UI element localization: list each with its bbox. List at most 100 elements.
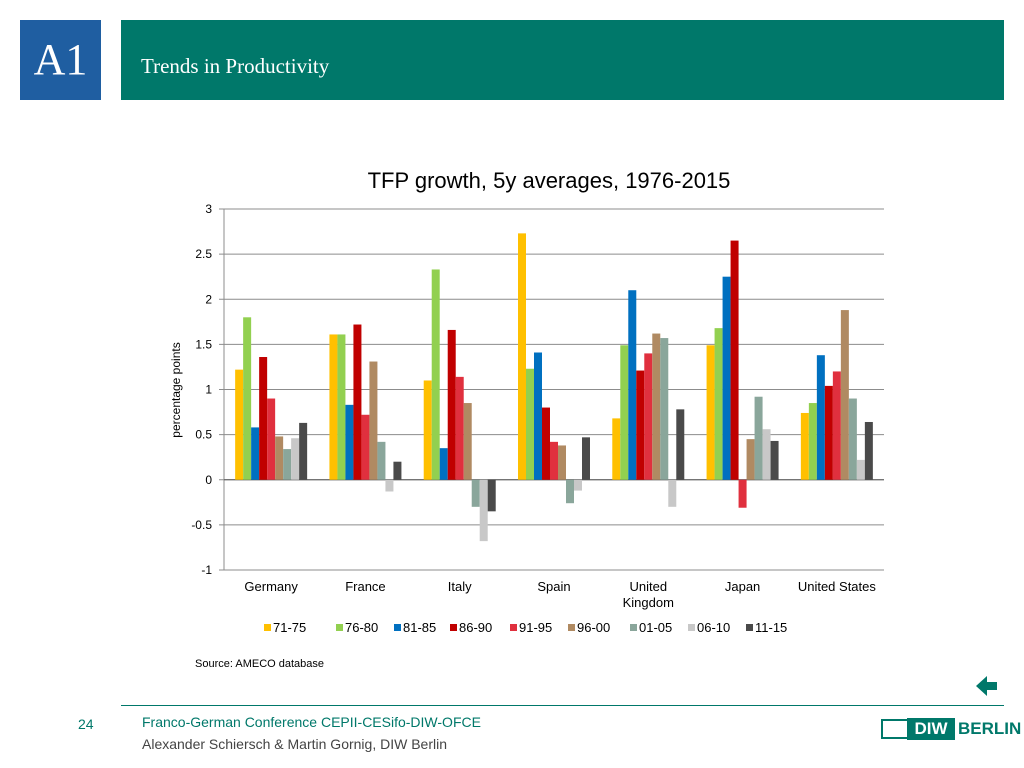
bar-11-15-italy bbox=[487, 479, 496, 512]
bar-81-85-spain bbox=[534, 352, 542, 480]
y-tick-label: 1.5 bbox=[195, 337, 212, 351]
y-tick-label: 3 bbox=[205, 202, 212, 216]
bar-11-15-france bbox=[393, 461, 402, 480]
bar-86-90-italy bbox=[447, 329, 456, 480]
bar-81-85-france bbox=[345, 404, 354, 480]
legend-label: 71-75 bbox=[273, 620, 306, 635]
back-arrow-icon[interactable] bbox=[976, 674, 998, 698]
bar-86-90-japan bbox=[730, 240, 739, 480]
bar-91-95-united-kingdom bbox=[644, 353, 653, 480]
bar-71-75-germany bbox=[235, 369, 244, 480]
legend-label: 06-10 bbox=[697, 620, 730, 635]
bar-91-95-united-states bbox=[832, 371, 841, 480]
bar-76-80-united-kingdom bbox=[620, 345, 629, 480]
bar-86-90-united-states bbox=[824, 385, 833, 480]
y-tick-label: 0 bbox=[205, 473, 212, 487]
bar-06-10-france bbox=[385, 479, 394, 492]
bar-81-85-germany bbox=[251, 427, 260, 480]
y-tick-label: 2 bbox=[205, 292, 212, 306]
bar-71-75-france bbox=[329, 334, 338, 480]
bar-96-00-france bbox=[369, 361, 378, 480]
bar-91-95-spain bbox=[550, 441, 558, 480]
bar-96-00-japan bbox=[746, 439, 755, 480]
legend-swatch-96-00 bbox=[568, 624, 575, 631]
bar-91-95-italy bbox=[455, 376, 464, 480]
x-category-label: United bbox=[629, 579, 667, 594]
legend-label: 91-95 bbox=[519, 620, 552, 635]
bar-01-05-germany bbox=[283, 449, 292, 480]
bar-96-00-spain bbox=[558, 445, 566, 480]
bar-11-15-japan bbox=[770, 440, 779, 480]
bar-96-00-italy bbox=[463, 403, 472, 480]
bar-71-75-united-kingdom bbox=[612, 418, 621, 480]
bar-71-75-united-states bbox=[800, 412, 809, 480]
bar-86-90-united-kingdom bbox=[636, 370, 645, 480]
section-badge: A1 bbox=[20, 20, 101, 100]
bar-71-75-spain bbox=[518, 233, 526, 480]
x-category-label: Kingdom bbox=[623, 595, 674, 610]
bar-71-75-italy bbox=[423, 380, 432, 480]
bar-06-10-united-kingdom bbox=[668, 479, 677, 507]
logo-diw-text: DIW bbox=[907, 718, 955, 740]
bar-76-80-france bbox=[337, 334, 346, 480]
bar-91-95-france bbox=[361, 414, 370, 480]
footer-divider bbox=[121, 705, 1004, 706]
tfp-growth-chart: TFP growth, 5y averages, 1976-2015 -1 -0.5… bbox=[169, 168, 884, 670]
bar-06-10-united-states bbox=[856, 459, 865, 480]
x-category-label: Japan bbox=[725, 579, 760, 594]
bar-76-80-spain bbox=[526, 368, 534, 480]
bar-96-00-united-states bbox=[840, 310, 849, 480]
y-tick-label: 0.5 bbox=[195, 428, 212, 442]
x-category-label: Italy bbox=[448, 579, 472, 594]
bar-01-05-france bbox=[377, 441, 386, 480]
bar-76-80-germany bbox=[243, 317, 252, 480]
bar-81-85-italy bbox=[439, 448, 448, 480]
legend-swatch-81-85 bbox=[394, 624, 401, 631]
bar-11-15-united-states bbox=[864, 421, 873, 480]
bar-11-15-germany bbox=[299, 422, 308, 480]
bar-11-15-spain bbox=[582, 437, 590, 480]
bar-01-05-united-kingdom bbox=[660, 338, 669, 480]
legend-swatch-76-80 bbox=[336, 624, 343, 631]
legend-label: 96-00 bbox=[577, 620, 610, 635]
bar-76-80-japan bbox=[714, 328, 723, 480]
bar-01-05-italy bbox=[471, 479, 480, 507]
bar-76-80-italy bbox=[431, 269, 440, 480]
y-tick-label: 1 bbox=[205, 383, 212, 397]
x-category-label: United States bbox=[798, 579, 877, 594]
bar-06-10-japan bbox=[762, 429, 771, 480]
bar-06-10-spain bbox=[574, 479, 582, 491]
bar-06-10-italy bbox=[479, 479, 488, 542]
bar-81-85-united-kingdom bbox=[628, 290, 637, 480]
legend-swatch-11-15 bbox=[746, 624, 753, 631]
legend-label: 01-05 bbox=[639, 620, 672, 635]
page-title: Trends in Productivity bbox=[141, 54, 330, 78]
bar-01-05-united-states bbox=[848, 398, 857, 480]
bar-86-90-germany bbox=[259, 357, 268, 480]
bar-91-95-germany bbox=[267, 398, 276, 480]
y-axis-label: percentage points bbox=[169, 342, 183, 437]
legend-label: 11-15 bbox=[755, 620, 787, 635]
x-category-label: Spain bbox=[537, 579, 570, 594]
y-tick-label: 2.5 bbox=[195, 247, 212, 261]
y-tick-label: -0.5 bbox=[191, 518, 212, 532]
bar-01-05-japan bbox=[754, 396, 763, 480]
x-category-label: France bbox=[345, 579, 385, 594]
legend-swatch-06-10 bbox=[688, 624, 695, 631]
logo-berlin-text: BERLIN bbox=[958, 719, 1022, 738]
chart-source: Source: AMECO database bbox=[195, 658, 324, 670]
bar-06-10-germany bbox=[291, 438, 300, 480]
bar-01-05-spain bbox=[566, 479, 574, 504]
legend-swatch-91-95 bbox=[510, 624, 517, 631]
header-bar: Trends in Productivity bbox=[121, 20, 1004, 100]
page-number: 24 bbox=[78, 716, 94, 732]
bar-81-85-united-states bbox=[816, 355, 825, 480]
footer-authors: Alexander Schiersch & Martin Gornig, DIW… bbox=[142, 736, 447, 752]
bar-96-00-germany bbox=[275, 436, 284, 480]
x-category-label: Germany bbox=[244, 579, 298, 594]
diw-berlin-logo: DIW BERLIN bbox=[881, 717, 1021, 745]
legend-swatch-86-90 bbox=[450, 624, 457, 631]
bar-71-75-japan bbox=[706, 345, 715, 480]
legend-swatch-71-75 bbox=[264, 624, 271, 631]
bar-86-90-france bbox=[353, 324, 362, 480]
